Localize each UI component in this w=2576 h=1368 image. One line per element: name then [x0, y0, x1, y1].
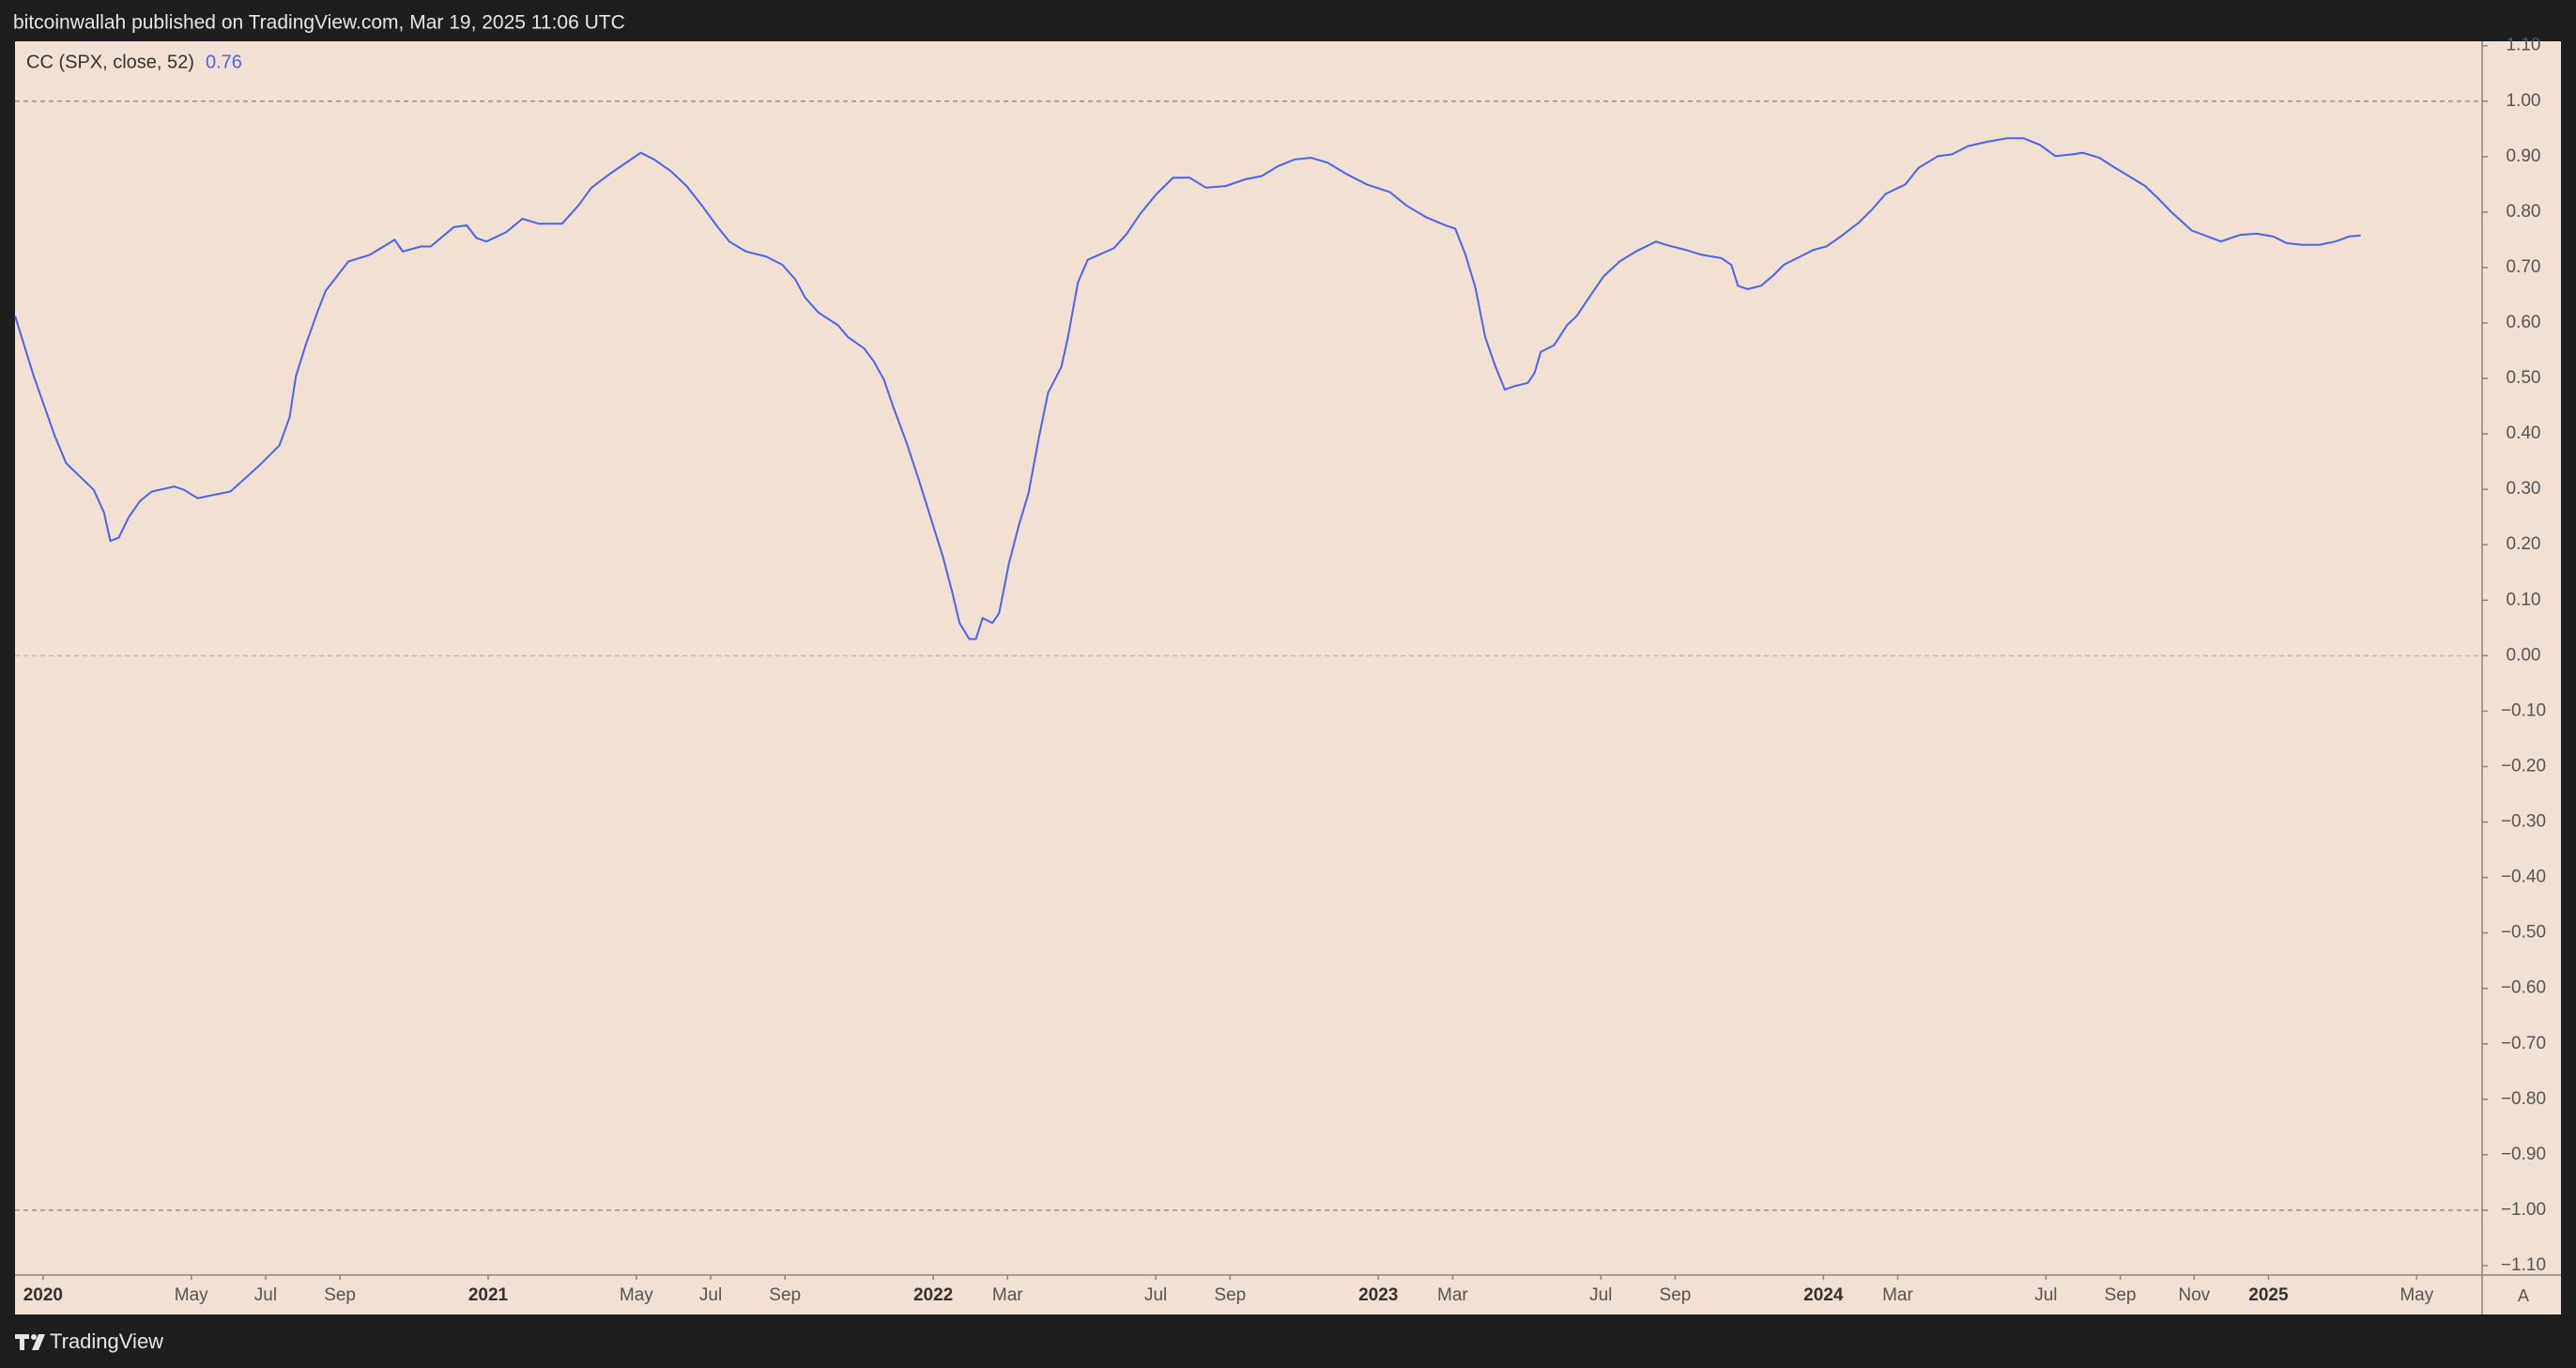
x-tick-label: Mar	[1437, 1285, 1468, 1305]
x-tick-label: May	[620, 1285, 653, 1305]
footer-bar	[0, 1314, 2576, 1368]
y-tick-label: 1.10	[2507, 36, 2541, 55]
x-tick-label: Sep	[769, 1285, 801, 1305]
tv-logo	[15, 1334, 45, 1350]
y-tick-label: 0.50	[2507, 368, 2541, 388]
y-tick-label: −1.10	[2501, 1255, 2546, 1275]
y-tick-label: 0.90	[2507, 146, 2541, 166]
x-tick-label: Jul	[699, 1285, 722, 1305]
x-tick-label: Jul	[254, 1285, 277, 1305]
x-tick-label: Sep	[324, 1285, 356, 1305]
x-tick-label: May	[175, 1285, 208, 1305]
y-tick-label: 0.20	[2507, 534, 2541, 554]
y-tick-label: −0.90	[2501, 1145, 2546, 1164]
x-tick-label: Mar	[992, 1285, 1023, 1305]
y-tick-label: −0.60	[2501, 978, 2546, 998]
y-tick-label: −0.50	[2501, 923, 2546, 943]
y-tick-label: −0.40	[2501, 868, 2546, 887]
x-tick-label: 2022	[913, 1285, 953, 1305]
y-tick-label: 0.80	[2507, 202, 2541, 222]
y-tick-label: −1.00	[2501, 1200, 2546, 1220]
chart-background	[15, 41, 2561, 1314]
x-tick-label: Mar	[1882, 1285, 1913, 1305]
x-tick-label: 2024	[1803, 1285, 1844, 1305]
x-tick-label: Sep	[1660, 1285, 1692, 1305]
x-tick-label: 2021	[468, 1285, 509, 1305]
x-tick-label: Sep	[2105, 1285, 2137, 1305]
y-tick-label: −0.80	[2501, 1089, 2546, 1109]
x-tick-label: 2025	[2248, 1285, 2289, 1305]
y-tick-label: 0.00	[2507, 645, 2541, 665]
y-tick-label: 1.00	[2507, 91, 2541, 111]
y-tick-label: 0.30	[2507, 479, 2541, 499]
legend-name: CC (SPX, close, 52)	[26, 52, 194, 72]
y-tick-label: −0.70	[2501, 1034, 2546, 1053]
y-tick-label: −0.10	[2501, 700, 2546, 720]
x-tick-label: Sep	[1214, 1285, 1246, 1305]
legend-value: 0.76	[206, 52, 242, 72]
series-line	[14, 137, 2361, 640]
header-bar	[0, 0, 2576, 41]
y-tick-label: −0.20	[2501, 756, 2546, 776]
scale-button[interactable]: A	[2518, 1286, 2529, 1305]
x-tick-label: 2023	[1358, 1285, 1398, 1305]
x-tick-label: 2020	[23, 1285, 63, 1305]
x-tick-label: May	[2400, 1285, 2433, 1305]
header-text: bitcoinwallah published on TradingView.c…	[13, 12, 625, 34]
x-tick-label: Jul	[1589, 1285, 1612, 1305]
y-tick-label: 0.10	[2507, 590, 2541, 609]
y-tick-label: −0.30	[2501, 812, 2546, 832]
footer-text: TradingView	[50, 1330, 163, 1353]
y-tick-label: 0.40	[2507, 423, 2541, 443]
y-tick-label: 0.60	[2507, 313, 2541, 332]
y-tick-label: 0.70	[2507, 257, 2541, 277]
x-tick-label: Jul	[2034, 1285, 2057, 1305]
x-tick-label: Jul	[1144, 1285, 1167, 1305]
x-tick-label: Nov	[2178, 1285, 2210, 1305]
